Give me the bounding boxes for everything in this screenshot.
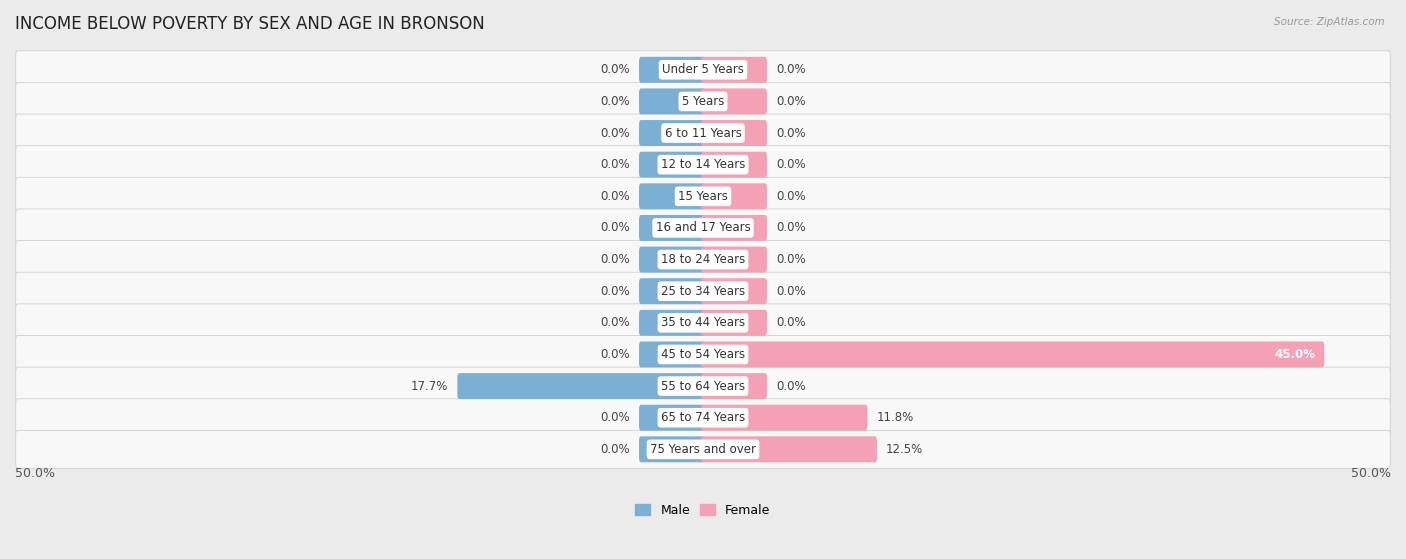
FancyBboxPatch shape [15,272,1391,310]
Legend: Male, Female: Male, Female [630,499,776,522]
Text: 65 to 74 Years: 65 to 74 Years [661,411,745,424]
Text: 0.0%: 0.0% [600,95,630,108]
FancyBboxPatch shape [638,183,704,209]
FancyBboxPatch shape [638,88,704,115]
FancyBboxPatch shape [638,247,704,273]
Text: 0.0%: 0.0% [776,285,806,298]
Text: 0.0%: 0.0% [600,285,630,298]
FancyBboxPatch shape [702,278,768,304]
FancyBboxPatch shape [702,151,768,178]
Text: 0.0%: 0.0% [600,126,630,140]
FancyBboxPatch shape [702,437,877,462]
FancyBboxPatch shape [15,146,1391,184]
Text: 0.0%: 0.0% [776,380,806,392]
FancyBboxPatch shape [702,310,768,336]
FancyBboxPatch shape [702,247,768,273]
Text: 0.0%: 0.0% [600,190,630,203]
FancyBboxPatch shape [15,114,1391,152]
Text: 0.0%: 0.0% [776,95,806,108]
Text: Source: ZipAtlas.com: Source: ZipAtlas.com [1274,17,1385,27]
FancyBboxPatch shape [638,310,704,336]
FancyBboxPatch shape [638,278,704,304]
Text: 0.0%: 0.0% [776,126,806,140]
Text: 12.5%: 12.5% [886,443,924,456]
Text: 0.0%: 0.0% [600,221,630,234]
Text: 45.0%: 45.0% [1274,348,1316,361]
Text: 5 Years: 5 Years [682,95,724,108]
FancyBboxPatch shape [15,430,1391,468]
Text: 17.7%: 17.7% [411,380,449,392]
FancyBboxPatch shape [15,209,1391,247]
Text: 6 to 11 Years: 6 to 11 Years [665,126,741,140]
FancyBboxPatch shape [702,373,768,399]
FancyBboxPatch shape [702,57,768,83]
Text: 18 to 24 Years: 18 to 24 Years [661,253,745,266]
FancyBboxPatch shape [702,405,868,430]
Text: 0.0%: 0.0% [600,348,630,361]
Text: 0.0%: 0.0% [600,443,630,456]
FancyBboxPatch shape [15,367,1391,405]
Text: 0.0%: 0.0% [776,158,806,171]
Text: 50.0%: 50.0% [15,467,55,480]
FancyBboxPatch shape [702,88,768,115]
FancyBboxPatch shape [702,342,1324,367]
Text: 0.0%: 0.0% [776,253,806,266]
FancyBboxPatch shape [638,151,704,178]
FancyBboxPatch shape [638,405,704,430]
Text: 15 Years: 15 Years [678,190,728,203]
FancyBboxPatch shape [638,120,704,146]
Text: 0.0%: 0.0% [776,221,806,234]
FancyBboxPatch shape [15,51,1391,89]
Text: 25 to 34 Years: 25 to 34 Years [661,285,745,298]
Text: 0.0%: 0.0% [776,316,806,329]
FancyBboxPatch shape [15,177,1391,215]
Text: 55 to 64 Years: 55 to 64 Years [661,380,745,392]
FancyBboxPatch shape [638,215,704,241]
FancyBboxPatch shape [15,399,1391,437]
Text: 12 to 14 Years: 12 to 14 Years [661,158,745,171]
Text: 50.0%: 50.0% [1351,467,1391,480]
FancyBboxPatch shape [15,82,1391,120]
Text: 0.0%: 0.0% [600,63,630,76]
FancyBboxPatch shape [15,335,1391,373]
Text: 35 to 44 Years: 35 to 44 Years [661,316,745,329]
Text: 16 and 17 Years: 16 and 17 Years [655,221,751,234]
FancyBboxPatch shape [638,57,704,83]
FancyBboxPatch shape [15,304,1391,342]
FancyBboxPatch shape [457,373,704,399]
FancyBboxPatch shape [638,437,704,462]
FancyBboxPatch shape [702,215,768,241]
Text: 0.0%: 0.0% [600,316,630,329]
Text: 0.0%: 0.0% [776,190,806,203]
Text: 0.0%: 0.0% [776,63,806,76]
FancyBboxPatch shape [638,342,704,367]
Text: 0.0%: 0.0% [600,411,630,424]
Text: 0.0%: 0.0% [600,158,630,171]
Text: 0.0%: 0.0% [600,253,630,266]
Text: Under 5 Years: Under 5 Years [662,63,744,76]
FancyBboxPatch shape [15,240,1391,278]
Text: 11.8%: 11.8% [876,411,914,424]
FancyBboxPatch shape [702,183,768,209]
Text: INCOME BELOW POVERTY BY SEX AND AGE IN BRONSON: INCOME BELOW POVERTY BY SEX AND AGE IN B… [15,15,485,33]
Text: 75 Years and over: 75 Years and over [650,443,756,456]
Text: 45 to 54 Years: 45 to 54 Years [661,348,745,361]
FancyBboxPatch shape [702,120,768,146]
